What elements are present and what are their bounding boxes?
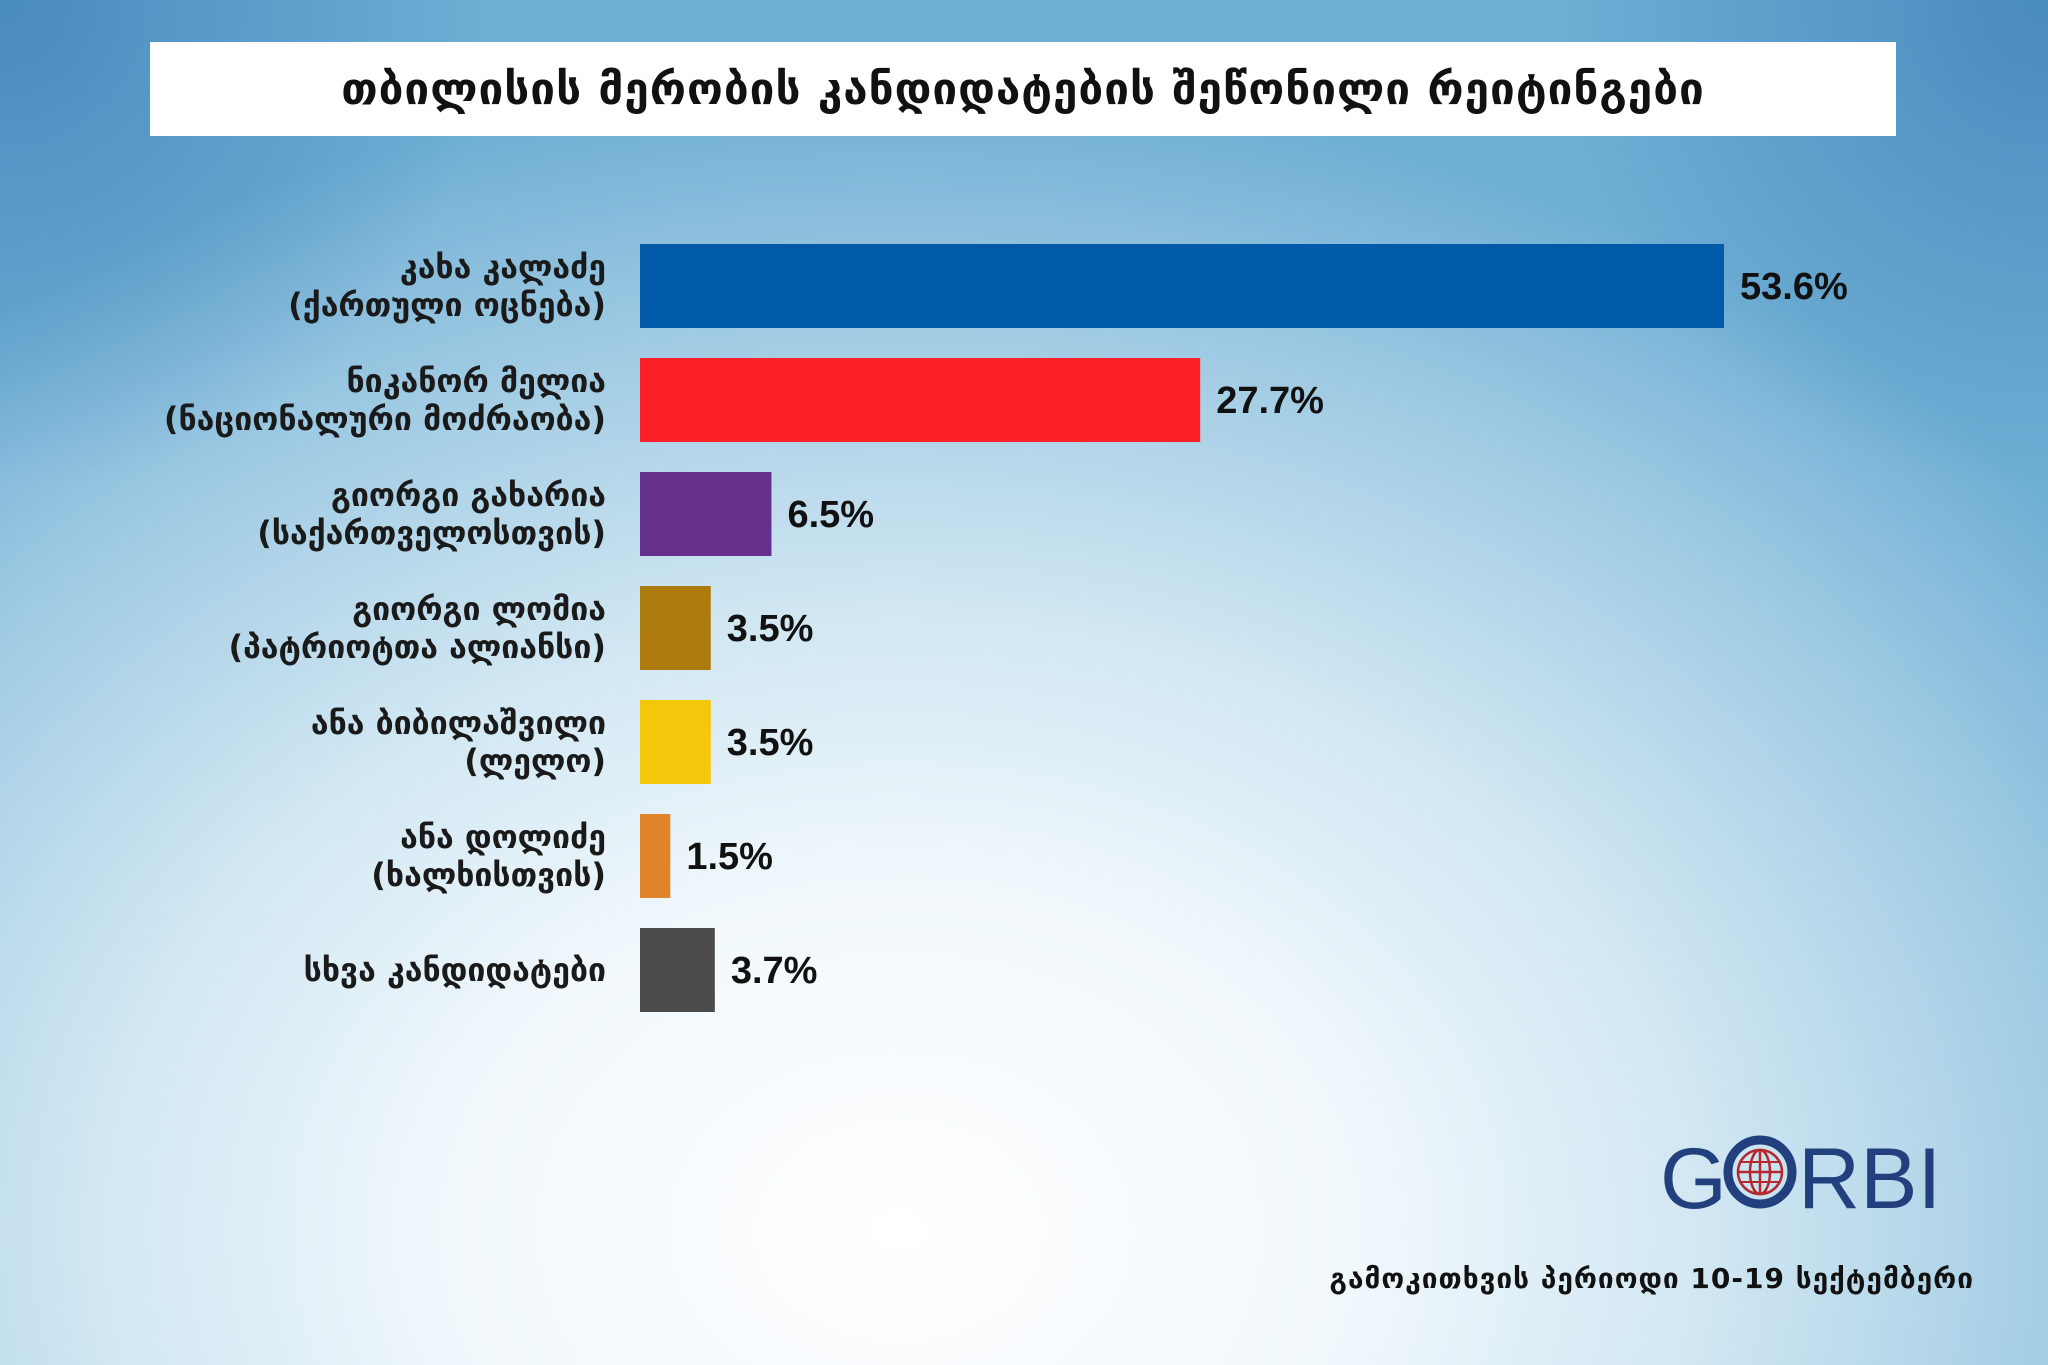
gorbi-logo: G RBI <box>1660 1131 1941 1220</box>
bar-3 <box>640 472 772 556</box>
category-label-1-party: (ქართული ოცნება) <box>288 286 606 324</box>
category-label-3-name: გიორგი გახარია <box>331 476 606 514</box>
category-label-3-party: (საქართველოსთვის) <box>257 514 606 552</box>
bar-2 <box>640 358 1201 442</box>
logo-letter-g: G <box>1660 1131 1727 1220</box>
category-label-5-name: ანა ბიბილაშვილი <box>311 704 606 742</box>
bar-6 <box>640 814 671 898</box>
category-label-6-name: ანა დოლიძე <box>400 818 606 856</box>
value-label-6: 1.5% <box>686 836 773 878</box>
bar-4 <box>640 586 711 670</box>
category-label-2-name: ნიკანორ მელია <box>346 362 606 400</box>
chart-title: თბილისის მერობის კანდიდატების შეწონილი რ… <box>341 63 1705 115</box>
survey-period: გამოკითხვის პერიოდი 10-19 სექტემბერი <box>1329 1262 1974 1295</box>
value-label-7: 3.7% <box>731 950 818 992</box>
category-label-1-name: კახა კალაძე <box>400 248 606 286</box>
category-label-6-party: (ხალხისთვის) <box>371 856 606 894</box>
logo-letters-rbi: RBI <box>1798 1131 1941 1220</box>
bar-5 <box>640 700 711 784</box>
bar-7 <box>640 928 715 1012</box>
value-label-1: 53.6% <box>1740 266 1848 308</box>
globe-icon <box>1723 1135 1797 1209</box>
value-label-2: 27.7% <box>1216 380 1324 422</box>
title-box: თბილისის მერობის კანდიდატების შეწონილი რ… <box>150 42 1896 136</box>
category-label-4-party: (პატრიოტთა ალიანსი) <box>228 628 606 666</box>
bar-1 <box>640 244 1724 328</box>
value-label-4: 3.5% <box>727 608 814 650</box>
value-label-5: 3.5% <box>727 722 814 764</box>
category-label-5-party: (ლელო) <box>464 742 606 780</box>
category-label-4-name: გიორგი ლომია <box>352 590 606 628</box>
category-label-7-name: სხვა კანდიდატები <box>304 951 606 989</box>
value-label-3: 6.5% <box>787 494 874 536</box>
category-label-2-party: (ნაციონალური მოძრაობა) <box>164 400 606 438</box>
